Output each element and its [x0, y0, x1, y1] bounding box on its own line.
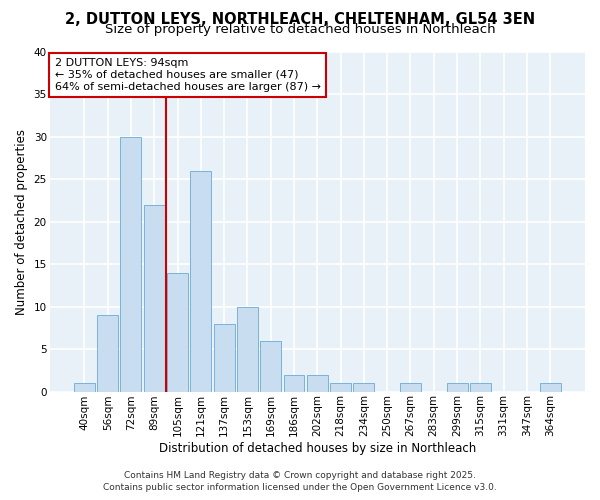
Text: Contains HM Land Registry data © Crown copyright and database right 2025.
Contai: Contains HM Land Registry data © Crown c…: [103, 471, 497, 492]
X-axis label: Distribution of detached houses by size in Northleach: Distribution of detached houses by size …: [158, 442, 476, 455]
Bar: [144, 204, 165, 392]
Bar: [330, 383, 351, 392]
Bar: [284, 374, 304, 392]
Bar: [400, 383, 421, 392]
Bar: [470, 383, 491, 392]
Text: 2 DUTTON LEYS: 94sqm
← 35% of detached houses are smaller (47)
64% of semi-detac: 2 DUTTON LEYS: 94sqm ← 35% of detached h…: [55, 58, 321, 92]
Bar: [190, 170, 211, 392]
Bar: [121, 136, 142, 392]
Bar: [353, 383, 374, 392]
Bar: [74, 383, 95, 392]
Bar: [260, 340, 281, 392]
Text: 2, DUTTON LEYS, NORTHLEACH, CHELTENHAM, GL54 3EN: 2, DUTTON LEYS, NORTHLEACH, CHELTENHAM, …: [65, 12, 535, 28]
Bar: [446, 383, 467, 392]
Bar: [167, 272, 188, 392]
Bar: [237, 306, 258, 392]
Bar: [540, 383, 560, 392]
Bar: [214, 324, 235, 392]
Text: Size of property relative to detached houses in Northleach: Size of property relative to detached ho…: [104, 24, 496, 36]
Bar: [307, 374, 328, 392]
Y-axis label: Number of detached properties: Number of detached properties: [15, 128, 28, 314]
Bar: [97, 315, 118, 392]
